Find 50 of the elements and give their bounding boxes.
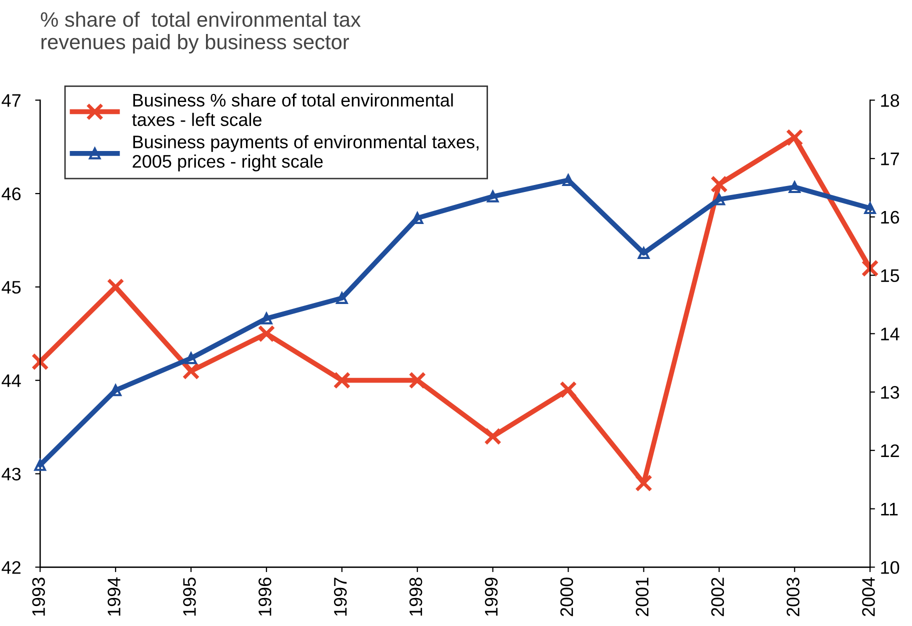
point <box>333 372 351 390</box>
point <box>638 247 650 260</box>
y-tick-label: 43 <box>2 468 21 480</box>
point <box>786 128 804 146</box>
point <box>486 190 499 202</box>
x-tick-label: 1998 <box>409 578 422 616</box>
y-tick-label: 46 <box>2 187 21 200</box>
point <box>560 381 577 398</box>
point <box>864 202 876 214</box>
legend-label: Business payments of environmental taxes, 2005 prices - right scale <box>132 135 478 172</box>
y2-tick-label: 13 <box>881 386 900 399</box>
x-tick-label: 1995 <box>183 578 196 616</box>
y-tick-label: 45 <box>2 281 21 294</box>
x-tick-label: 1994 <box>108 577 120 616</box>
y2-tick-label: 18 <box>881 94 900 107</box>
x-tick-label: 2004 <box>862 577 875 616</box>
x-tick-label: 1996 <box>258 578 272 616</box>
point <box>788 181 801 194</box>
y2-tick-label: 10 <box>881 561 900 574</box>
x-tick-label: 1993 <box>32 578 45 616</box>
point <box>185 352 197 364</box>
y2-tick-label: 14 <box>881 328 900 340</box>
point <box>484 428 502 446</box>
y2-tick-label: 16 <box>881 210 900 224</box>
point <box>408 372 426 390</box>
y2-tick-label: 12 <box>881 444 899 457</box>
point <box>258 324 276 342</box>
point <box>861 260 879 277</box>
y-axis-title: % share of total environmental tax revenues paid by business sector <box>40 12 361 54</box>
point <box>34 459 46 471</box>
point <box>182 362 200 380</box>
point <box>260 312 272 324</box>
y-tick-label: 42 <box>2 561 20 574</box>
x-tick-label: 2002 <box>711 578 724 616</box>
x-tick-label: 2003 <box>786 578 800 616</box>
point <box>635 474 652 492</box>
y2-tick-label: 11 <box>881 502 898 516</box>
point <box>713 193 726 206</box>
point <box>710 176 728 193</box>
y-tick-label: 44 <box>2 374 21 387</box>
y-tick-label: 47 <box>2 94 20 107</box>
x-tick-label: 2001 <box>636 578 649 616</box>
y2-tick-label: 15 <box>881 269 900 282</box>
x-tick-label: 2000 <box>560 578 574 616</box>
point <box>31 353 49 370</box>
point <box>336 292 348 304</box>
x-tick-label: 1997 <box>334 578 347 616</box>
legend-label: Business % share of total environmental taxes - left scale <box>132 93 453 126</box>
y2-tick-label: 17 <box>881 152 899 166</box>
x-tick-label: 1999 <box>484 578 498 616</box>
